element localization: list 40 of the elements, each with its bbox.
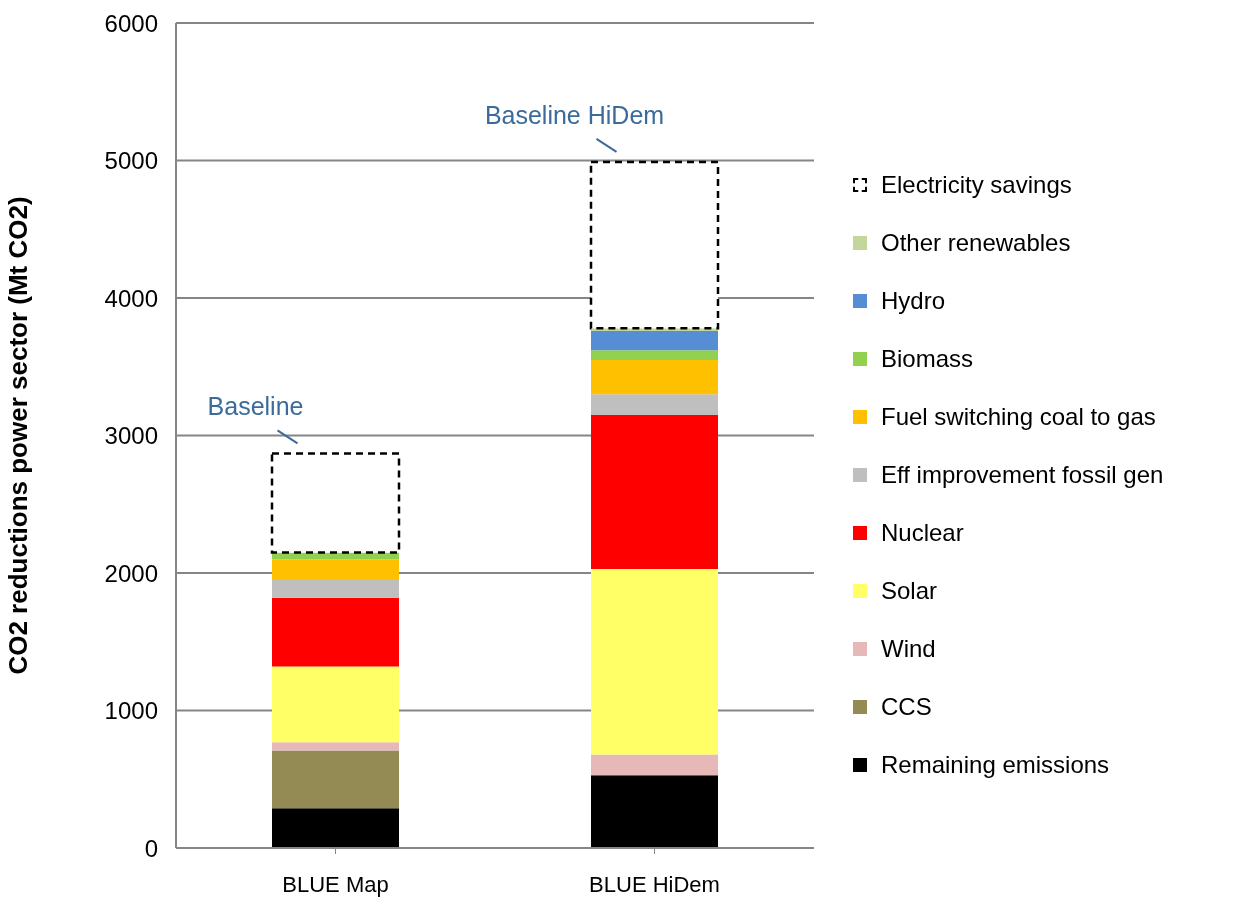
y-tick-label: 4000 bbox=[104, 284, 158, 312]
bar bbox=[272, 742, 399, 751]
y-tick-label: 0 bbox=[144, 834, 158, 862]
legend-label: Eff improvement fossil gen bbox=[881, 461, 1164, 489]
bar bbox=[272, 597, 399, 667]
legend-label: Electricity savings bbox=[881, 171, 1072, 199]
x-tick-label: BLUE Map bbox=[282, 871, 389, 897]
bar bbox=[591, 775, 718, 848]
bar bbox=[591, 414, 718, 569]
y-tick-label: 6000 bbox=[104, 9, 158, 37]
bar bbox=[272, 808, 399, 848]
bar bbox=[272, 666, 399, 743]
legend-label: Solar bbox=[881, 577, 938, 605]
legend-label: Nuclear bbox=[881, 519, 964, 547]
y-tick-label: 3000 bbox=[104, 422, 158, 450]
bar bbox=[272, 750, 399, 809]
y-tick-label: 1000 bbox=[104, 697, 158, 725]
legend-label: Fuel switching coal to gas bbox=[881, 403, 1156, 431]
legend-label: Remaining emissions bbox=[881, 751, 1110, 779]
legend-label: Hydro bbox=[881, 287, 946, 315]
bar bbox=[591, 754, 718, 776]
bar bbox=[272, 559, 399, 580]
legend-label: Other renewables bbox=[881, 229, 1071, 257]
bar bbox=[591, 331, 718, 351]
x-tick-label: BLUE HiDem bbox=[589, 871, 720, 897]
bar bbox=[591, 394, 718, 415]
bar bbox=[591, 350, 718, 360]
bar bbox=[272, 579, 399, 598]
y-tick-label: 5000 bbox=[104, 147, 158, 175]
legend-label: CCS bbox=[881, 693, 932, 721]
bar bbox=[591, 568, 718, 755]
y-tick-label: 2000 bbox=[104, 559, 158, 587]
bar bbox=[589, 160, 720, 330]
legend-label: Wind bbox=[881, 635, 936, 663]
legend-label: Biomass bbox=[881, 345, 974, 373]
bar bbox=[270, 452, 401, 554]
annotation: Baseline HiDem bbox=[484, 100, 665, 129]
y-axis-title: CO2 reductions power sector (Mt CO2) bbox=[3, 196, 34, 675]
bar bbox=[591, 359, 718, 395]
annotation: Baseline bbox=[207, 392, 304, 421]
